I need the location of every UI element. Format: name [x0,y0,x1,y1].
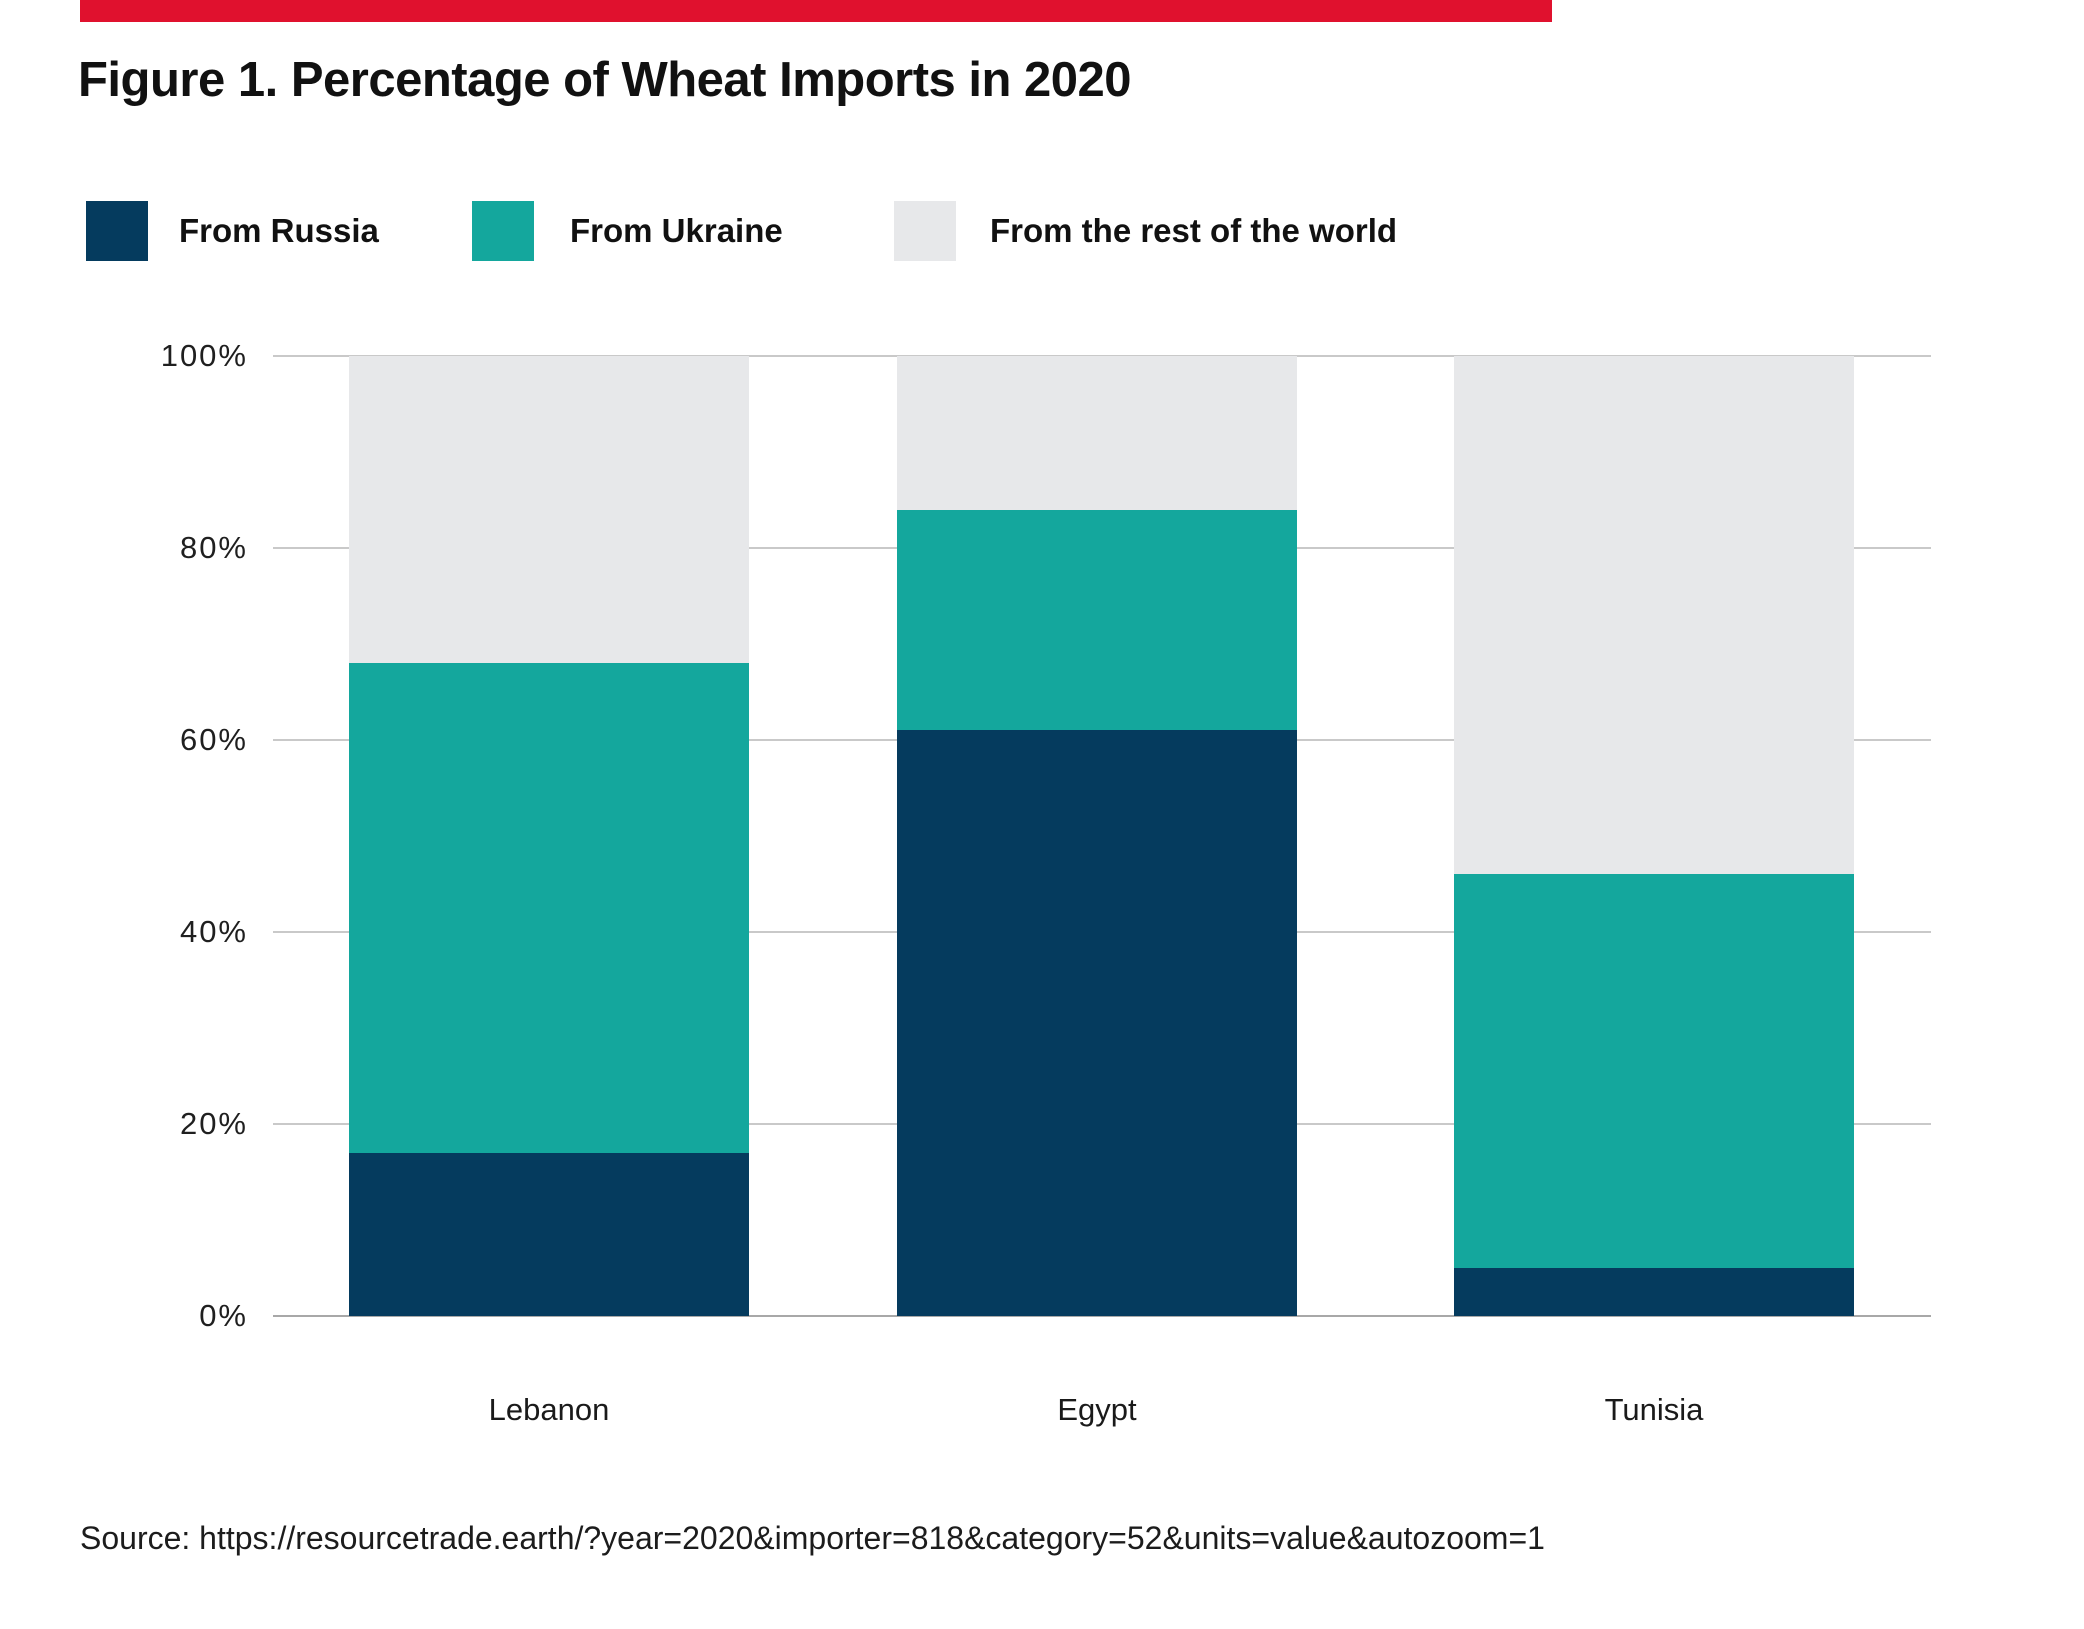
legend-swatch-russia [86,201,148,261]
figure-title: Figure 1. Percentage of Wheat Imports in… [78,53,1132,107]
legend-label-russia: From Russia [179,212,379,249]
bar-egypt-from-ukraine [897,509,1297,731]
bar-tunisia-from-russia [1454,1268,1854,1316]
y-tick-label-0: 0% [199,1298,248,1333]
x-category-label-egypt: Egypt [1057,1392,1137,1427]
legend-label-ukraine: From Ukraine [570,212,783,249]
bar-egypt-from-russia [897,730,1297,1316]
bar-lebanon-from-ukraine [349,663,749,1153]
y-tick-label-100: 100% [160,338,248,373]
y-tick-label-20: 20% [179,1106,248,1141]
bar-lebanon-from-the-rest-of-the-world [349,356,749,664]
y-tick-label-40: 40% [179,914,248,949]
legend-label-rest-of-world: From the rest of the world [990,212,1398,249]
gridline-0 [273,1315,1931,1317]
y-tick-label-60: 60% [179,722,248,757]
legend-swatch-ukraine [472,201,534,261]
bar-egypt-from-the-rest-of-the-world [897,356,1297,510]
accent-bar [80,0,1552,22]
legend-swatch-rest-of-world [894,201,956,261]
x-category-label-lebanon: Lebanon [488,1392,610,1427]
y-tick-label-80: 80% [179,530,248,565]
bar-tunisia-from-ukraine [1454,874,1854,1268]
bar-tunisia-from-the-rest-of-the-world [1454,356,1854,875]
bar-lebanon-from-russia [349,1152,749,1316]
x-category-label-tunisia: Tunisia [1604,1392,1704,1427]
source-note: Source: https://resourcetrade.earth/?yea… [80,1520,1545,1556]
